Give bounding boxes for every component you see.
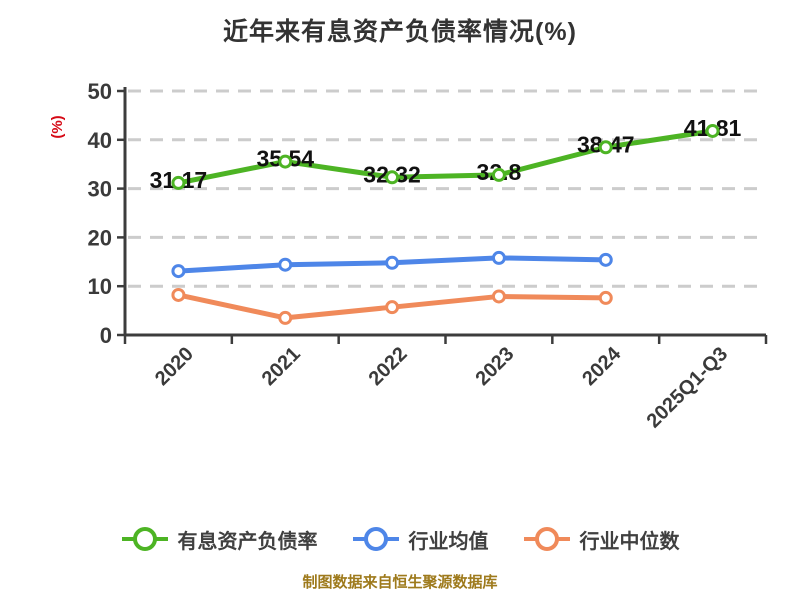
point-marker-s1-0 <box>171 264 186 279</box>
point-marker-s0-5 <box>705 123 720 138</box>
legend-item-industry-median[interactable]: 行业中位数 <box>523 525 680 554</box>
x-tick-label: 2021 <box>258 343 305 390</box>
y-tick-label: 30 <box>88 177 112 202</box>
x-tick-label: 2025Q1-Q3 <box>643 343 732 432</box>
point-marker-s2-3 <box>491 289 506 304</box>
point-marker-s0-1 <box>278 154 293 169</box>
legend-label: 有息资产负债率 <box>177 530 318 553</box>
point-marker-s1-3 <box>491 250 506 265</box>
y-tick-label: 20 <box>88 225 112 250</box>
point-marker-s1-4 <box>598 252 613 267</box>
y-axis-unit-label: (%) <box>49 115 66 138</box>
y-tick-label: 50 <box>88 79 112 104</box>
legend-item-interest-bearing-ratio[interactable]: 有息资产负债率 <box>121 525 318 554</box>
point-marker-s0-2 <box>385 170 400 185</box>
x-tick-label: 2020 <box>151 343 198 390</box>
x-tick-label: 2024 <box>578 342 626 390</box>
point-marker-s2-0 <box>171 287 186 302</box>
legend-marker-green <box>121 527 168 551</box>
y-tick-label: 10 <box>88 274 112 299</box>
point-marker-s2-1 <box>278 310 293 325</box>
point-marker-s0-0 <box>171 175 186 190</box>
chart-legend: 有息资产负债率 行业均值 行业中位数 <box>0 518 800 560</box>
y-tick-label: 40 <box>88 128 112 153</box>
point-marker-s0-3 <box>491 167 506 182</box>
chart-title: 近年来有息资产负债率情况(%) <box>223 18 577 46</box>
legend-marker-blue <box>352 527 399 551</box>
legend-item-industry-mean[interactable]: 行业均值 <box>352 525 489 554</box>
data-source-note: 制图数据来自恒生聚源数据库 <box>302 574 498 591</box>
x-tick-label: 2023 <box>471 343 518 390</box>
point-marker-s0-4 <box>598 140 613 155</box>
legend-label: 行业均值 <box>408 530 489 553</box>
point-marker-s1-2 <box>385 255 400 270</box>
x-tick-label: 2022 <box>365 343 412 390</box>
point-marker-s1-1 <box>278 257 293 272</box>
legend-marker-orange <box>523 527 570 551</box>
point-marker-s2-2 <box>385 300 400 315</box>
y-tick-label: 0 <box>100 323 112 348</box>
chart-plot: 0 10 20 30 40 50 (%) 2020 2021 2022 2023 2024 2025Q1… <box>49 79 768 432</box>
point-marker-s2-4 <box>598 290 613 305</box>
series-line-0 <box>175 128 716 186</box>
legend-label: 行业中位数 <box>579 530 680 553</box>
